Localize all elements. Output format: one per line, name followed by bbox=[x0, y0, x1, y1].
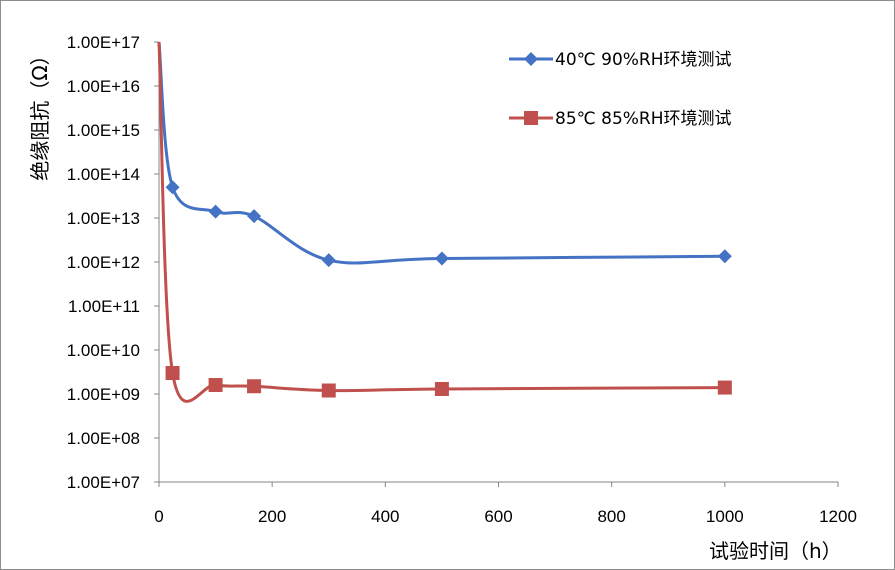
x-tick-label: 0 bbox=[154, 507, 163, 526]
legend-item-0: 40℃ 90%RH环境测试 bbox=[509, 50, 732, 70]
y-tick-label: 1.00E+09 bbox=[67, 385, 140, 404]
series-line-1 bbox=[157, 41, 725, 403]
y-axis-title: 绝缘阻抗（Ω） bbox=[28, 45, 52, 180]
y-axis-ticks: 1.00E+07 1.00E+08 1.00E+09 1.00E+10 1.00E+11… bbox=[67, 33, 159, 492]
x-axis-title: 试验时间（h） bbox=[709, 539, 842, 563]
series-1-point bbox=[247, 379, 262, 394]
legend-item-1: 85℃ 85%RH环境测试 bbox=[509, 109, 732, 129]
y-tick-label: 1.00E+07 bbox=[67, 473, 140, 492]
series-0-point bbox=[717, 249, 732, 264]
legend-marker-1 bbox=[524, 111, 538, 125]
series-0-point bbox=[165, 180, 180, 195]
x-tick-label: 1200 bbox=[819, 507, 857, 526]
x-tick-label: 600 bbox=[484, 507, 512, 526]
series-1-point bbox=[321, 383, 336, 398]
series-layer bbox=[157, 41, 732, 403]
y-tick-label: 1.00E+14 bbox=[67, 165, 140, 184]
series-line-0 bbox=[157, 41, 725, 265]
series-1-point bbox=[717, 380, 732, 395]
y-tick-label: 1.00E+17 bbox=[67, 33, 140, 52]
series-0-point bbox=[247, 209, 262, 224]
series-1-point bbox=[434, 381, 449, 396]
y-tick-label: 1.00E+16 bbox=[67, 77, 140, 96]
series-0-point bbox=[434, 251, 449, 266]
y-tick-label: 1.00E+12 bbox=[67, 253, 140, 272]
x-tick-label: 200 bbox=[258, 507, 286, 526]
legend-label-1: 85℃ 85%RH环境测试 bbox=[555, 109, 732, 129]
y-tick-label: 1.00E+13 bbox=[67, 209, 140, 228]
x-tick-label: 1000 bbox=[706, 507, 744, 526]
series-0-point bbox=[321, 253, 336, 268]
x-axis-ticks: 0 200 400 600 800 1000 1200 bbox=[154, 482, 857, 526]
y-tick-label: 1.00E+11 bbox=[68, 297, 140, 316]
y-tick-label: 1.00E+08 bbox=[67, 429, 140, 448]
series-0-point bbox=[208, 204, 223, 219]
series-1-point bbox=[208, 378, 223, 393]
y-tick-label: 1.00E+10 bbox=[67, 341, 140, 360]
y-tick-label: 1.00E+15 bbox=[67, 121, 140, 140]
series-1-point bbox=[165, 366, 180, 381]
legend: 40℃ 90%RH环境测试 85℃ 85%RH环境测试 bbox=[509, 50, 732, 129]
x-tick-label: 800 bbox=[597, 507, 625, 526]
legend-label-0: 40℃ 90%RH环境测试 bbox=[555, 50, 732, 70]
legend-marker-0 bbox=[524, 52, 538, 66]
x-tick-label: 400 bbox=[371, 507, 399, 526]
